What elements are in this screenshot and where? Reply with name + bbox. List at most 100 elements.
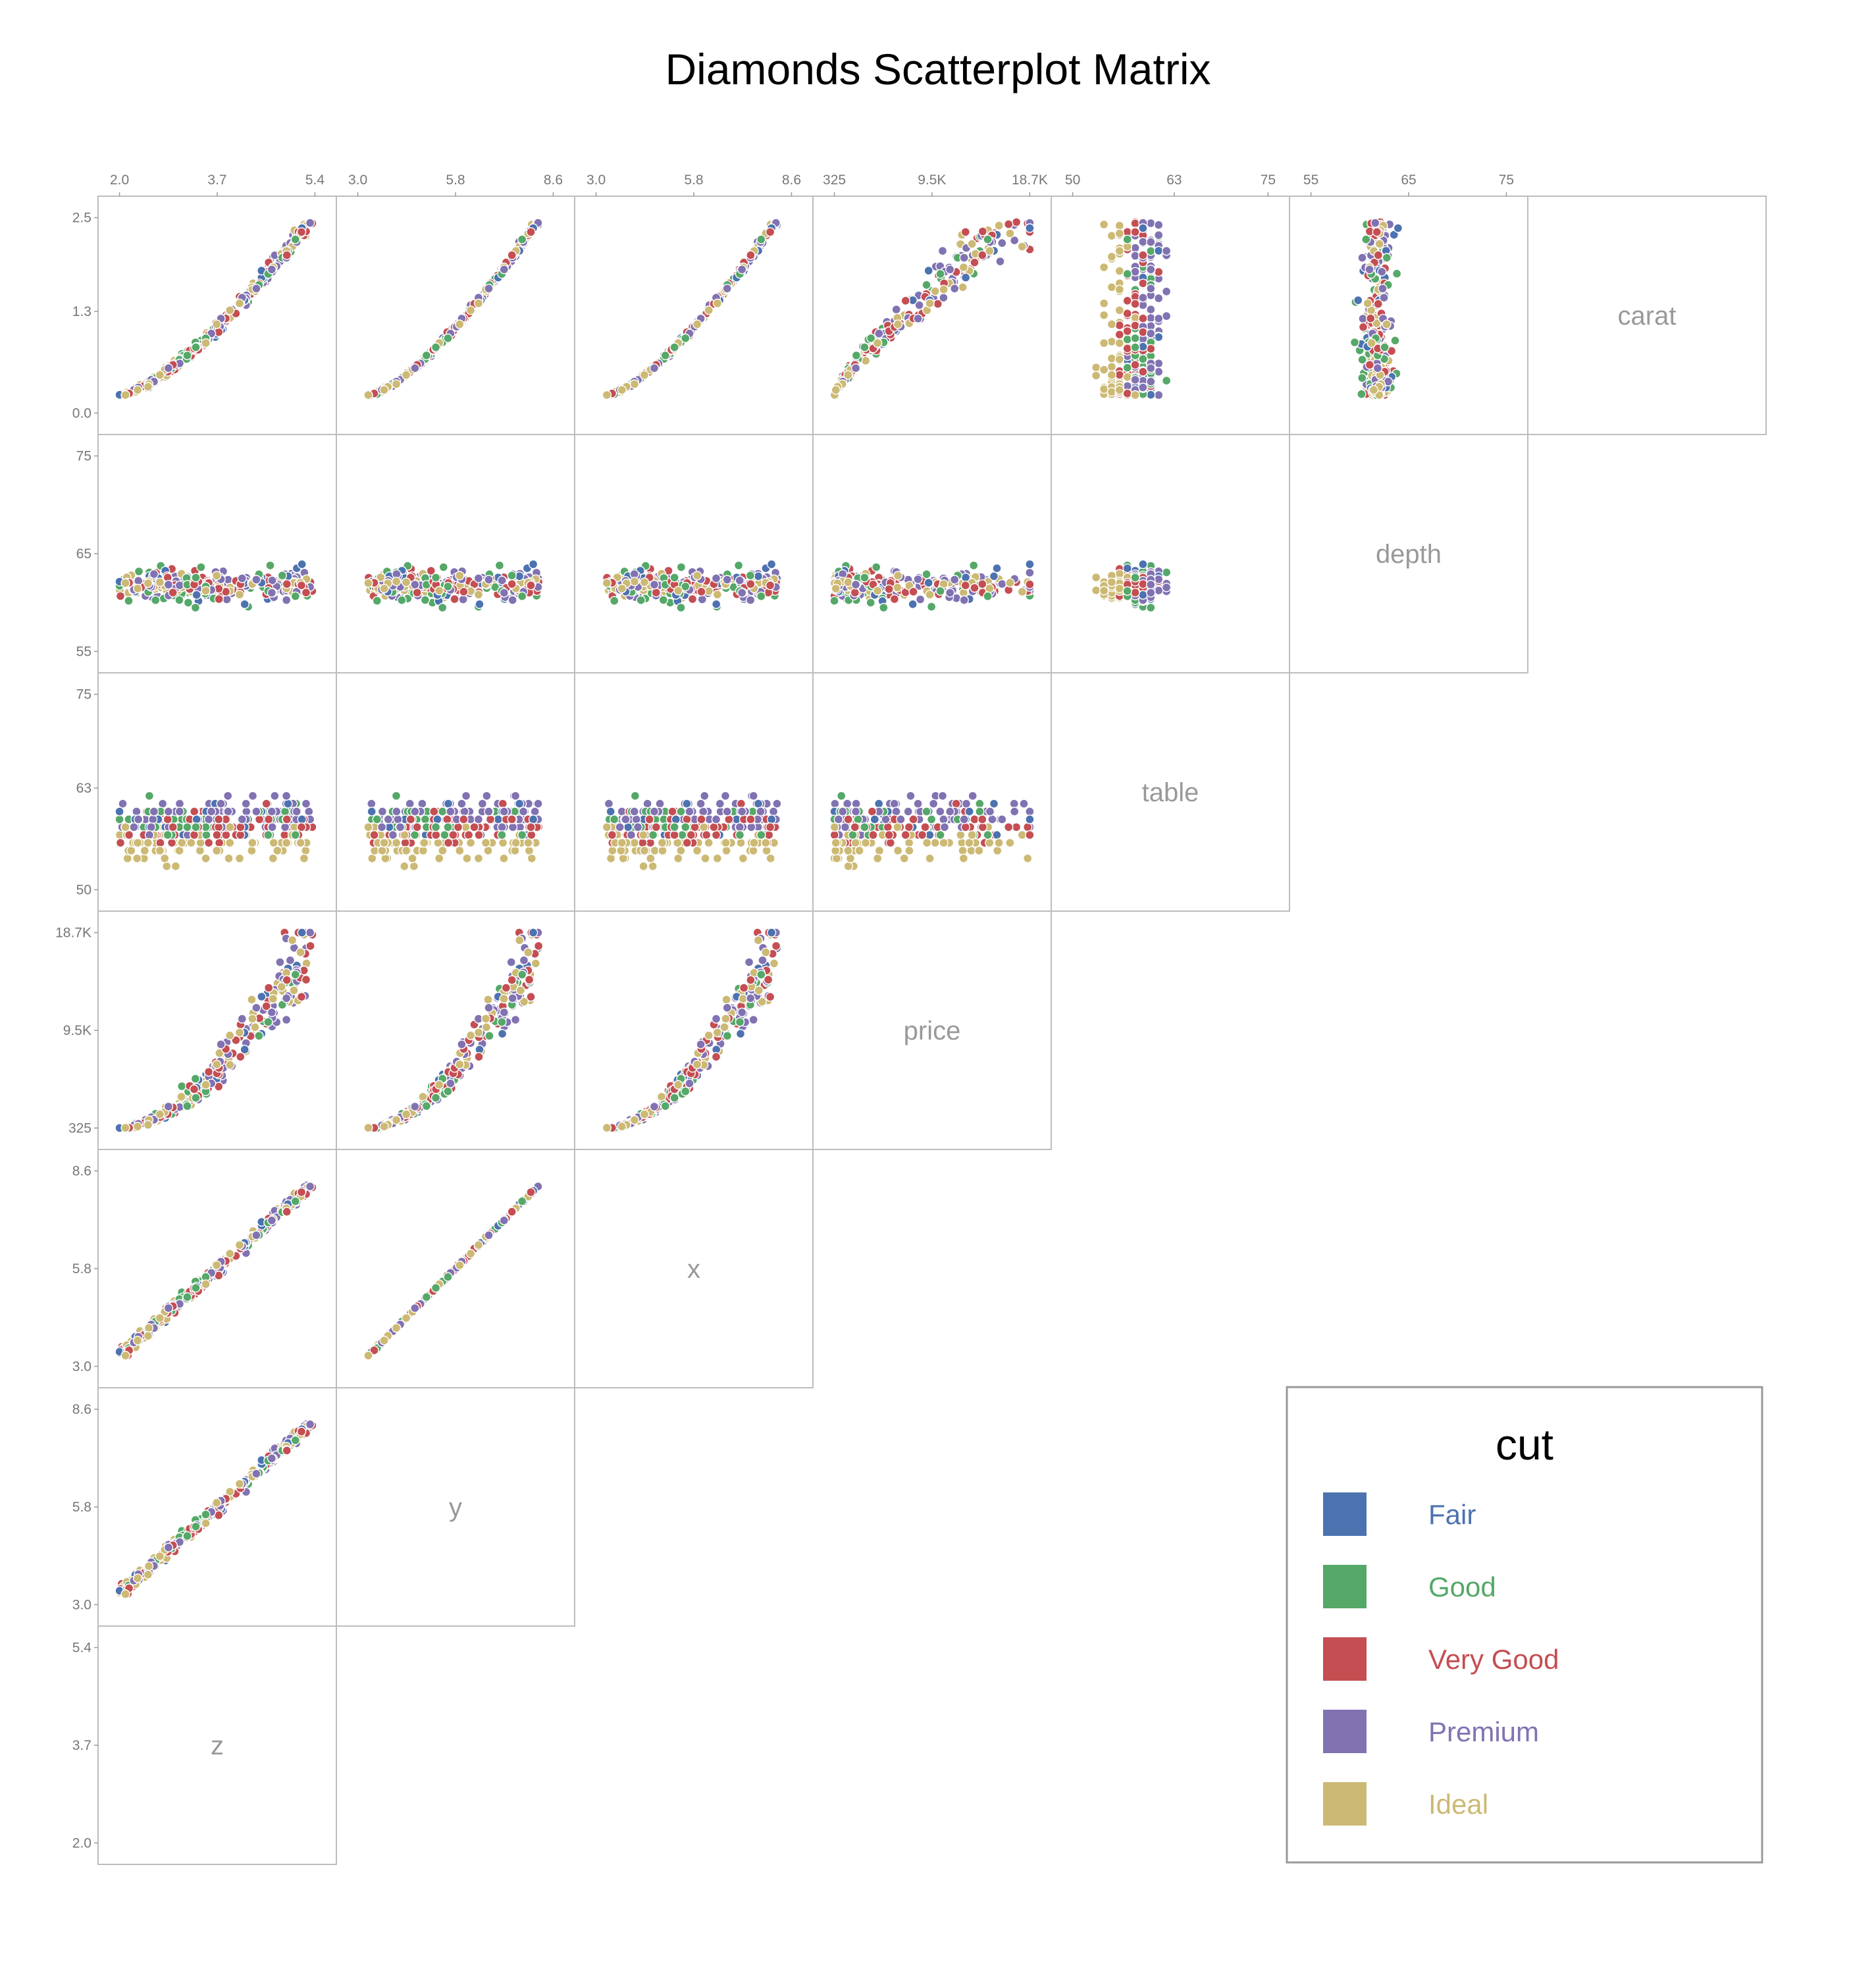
- point: [134, 566, 144, 577]
- point: [1130, 219, 1140, 228]
- point: [483, 845, 493, 856]
- point: [874, 845, 885, 856]
- point: [201, 338, 211, 348]
- points-layer: [115, 217, 1403, 1599]
- point: [922, 569, 931, 579]
- point: [735, 830, 745, 840]
- point: [639, 845, 650, 856]
- point: [1114, 266, 1125, 276]
- point: [214, 594, 224, 604]
- point: [883, 822, 893, 832]
- point: [282, 975, 292, 985]
- point: [843, 577, 853, 587]
- point: [831, 385, 841, 395]
- point: [958, 845, 968, 856]
- point: [190, 1074, 201, 1084]
- point: [297, 928, 307, 937]
- point: [906, 791, 916, 801]
- point: [977, 814, 987, 824]
- point: [602, 390, 612, 400]
- point: [873, 799, 884, 809]
- point: [465, 837, 476, 848]
- point: [530, 806, 540, 816]
- point: [1146, 390, 1156, 400]
- point: [301, 974, 311, 985]
- point: [132, 806, 142, 816]
- point: [267, 822, 277, 832]
- point: [1130, 333, 1140, 343]
- panel-frame-price-price: [812, 910, 1052, 1150]
- point: [669, 342, 679, 352]
- point: [143, 837, 153, 848]
- point: [462, 853, 472, 864]
- point: [372, 596, 382, 606]
- point: [182, 822, 192, 832]
- point: [420, 814, 430, 824]
- point: [994, 221, 1004, 230]
- point: [602, 578, 612, 588]
- point: [711, 573, 721, 583]
- point: [1390, 336, 1400, 346]
- point: [1138, 223, 1148, 233]
- point: [1099, 338, 1109, 348]
- point: [1161, 567, 1172, 577]
- point: [753, 571, 764, 581]
- point: [830, 799, 840, 809]
- point: [1130, 251, 1140, 261]
- point: [1107, 336, 1117, 347]
- point: [379, 583, 389, 594]
- point: [273, 845, 282, 856]
- point: [174, 806, 185, 816]
- point: [867, 806, 877, 816]
- point: [913, 313, 923, 324]
- point: [736, 837, 746, 848]
- point: [617, 837, 627, 848]
- point: [711, 599, 721, 609]
- point: [860, 356, 871, 366]
- point: [1146, 246, 1156, 256]
- point: [236, 822, 246, 832]
- point: [1114, 305, 1125, 315]
- point: [900, 296, 910, 305]
- point: [977, 226, 988, 236]
- point: [221, 830, 231, 840]
- point: [1122, 344, 1132, 354]
- point: [1138, 313, 1148, 323]
- point: [1005, 837, 1015, 848]
- point: [711, 814, 721, 824]
- point: [995, 256, 1005, 267]
- point: [263, 830, 273, 840]
- point: [992, 830, 1002, 840]
- point: [234, 853, 245, 864]
- point: [1392, 269, 1402, 278]
- point: [1138, 342, 1148, 352]
- point: [966, 845, 976, 856]
- point: [1382, 319, 1392, 329]
- point: [120, 822, 130, 832]
- point: [704, 305, 714, 315]
- point: [267, 265, 277, 275]
- point: [430, 342, 441, 352]
- point: [904, 845, 914, 856]
- point: [132, 1121, 143, 1132]
- point: [682, 814, 692, 824]
- point: [1130, 587, 1140, 598]
- point: [1138, 590, 1148, 600]
- point: [924, 578, 933, 588]
- point: [174, 799, 185, 809]
- point: [527, 853, 536, 864]
- point: [908, 814, 918, 824]
- point: [935, 806, 945, 816]
- point: [1122, 326, 1132, 336]
- point: [746, 250, 756, 260]
- point: [889, 799, 899, 809]
- point: [833, 814, 844, 824]
- point: [236, 830, 246, 840]
- point: [1091, 371, 1101, 381]
- point: [669, 573, 679, 583]
- point: [1114, 354, 1125, 365]
- point: [484, 575, 494, 585]
- scatter-panel-table-vs-price: [829, 791, 1035, 872]
- point: [459, 806, 469, 816]
- point: [657, 837, 667, 848]
